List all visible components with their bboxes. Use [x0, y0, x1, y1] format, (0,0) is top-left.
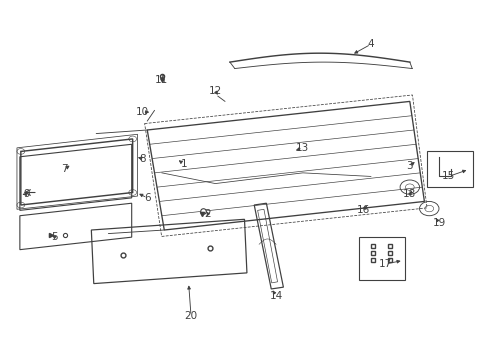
Text: 18: 18	[403, 189, 416, 199]
Text: 5: 5	[51, 232, 58, 242]
Text: 20: 20	[184, 311, 197, 321]
Text: 13: 13	[296, 143, 309, 153]
Text: 3: 3	[406, 161, 412, 171]
Text: 14: 14	[269, 291, 282, 301]
Text: 15: 15	[441, 171, 454, 181]
Text: 9: 9	[23, 189, 30, 199]
Text: 7: 7	[61, 164, 68, 174]
Text: 12: 12	[208, 86, 222, 96]
Text: 6: 6	[143, 193, 150, 203]
Text: 16: 16	[356, 205, 369, 215]
Text: 4: 4	[367, 39, 373, 49]
Text: 1: 1	[180, 159, 186, 169]
Text: 19: 19	[431, 218, 445, 228]
Text: 11: 11	[155, 75, 168, 85]
Text: 17: 17	[378, 259, 391, 269]
Text: 8: 8	[139, 154, 145, 163]
Text: 10: 10	[136, 107, 149, 117]
Text: 2: 2	[204, 209, 211, 219]
